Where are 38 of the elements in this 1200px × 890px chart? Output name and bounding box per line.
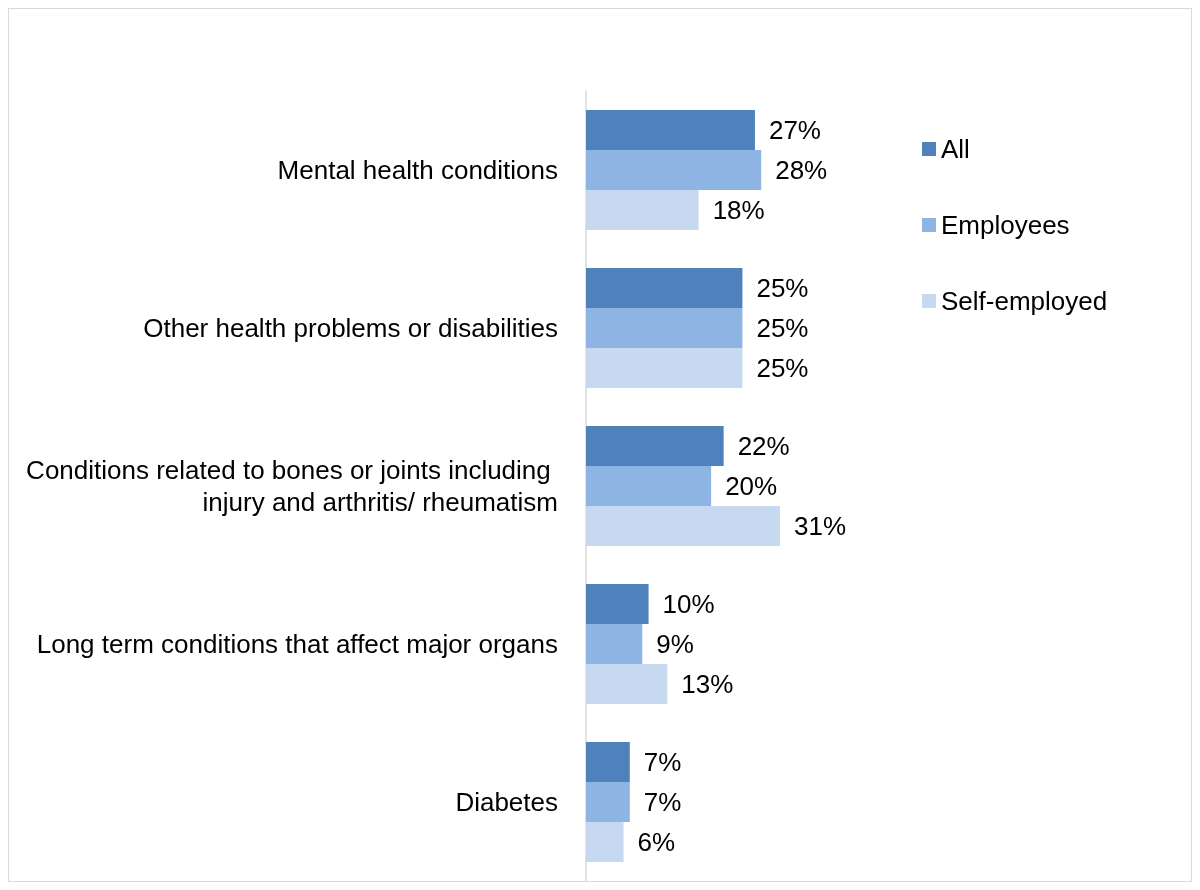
data-label: 25%	[756, 353, 809, 384]
data-label: 27%	[768, 114, 821, 145]
data-label: 10%	[662, 588, 715, 619]
data-label: 25%	[756, 272, 809, 303]
bar	[586, 348, 743, 389]
data-label: 7%	[643, 746, 682, 777]
bar	[586, 583, 649, 624]
bar	[586, 425, 724, 466]
bar	[586, 109, 755, 150]
bar	[586, 741, 630, 782]
y-tick-label: Diabetes	[455, 787, 558, 817]
y-tick-label: Long term conditions that affect major organs	[36, 629, 558, 659]
legend-label: Employees	[941, 210, 1070, 240]
data-label: 6%	[637, 827, 676, 858]
data-label: 13%	[681, 669, 734, 700]
legend-label: Self-employed	[941, 286, 1108, 316]
data-label: 28%	[775, 155, 828, 185]
bar	[586, 465, 712, 507]
bar	[586, 623, 643, 665]
data-label: 31%	[793, 511, 847, 542]
bar	[586, 149, 762, 191]
data-label: 25%	[756, 313, 809, 343]
bar	[586, 822, 624, 863]
y-tick-label: Mental health conditions	[277, 155, 558, 185]
legend-label: All	[941, 134, 970, 164]
bar	[586, 781, 630, 823]
data-label: 9%	[656, 629, 694, 659]
data-label: 22%	[737, 430, 790, 461]
data-label: 20%	[725, 471, 778, 501]
y-tick-label: Conditions related to bones or joints including injury and arthritis/ rheumatism	[26, 455, 558, 517]
bar	[586, 664, 668, 705]
data-label: 18%	[712, 195, 765, 226]
bar	[586, 190, 699, 231]
bar	[586, 267, 743, 308]
bar	[586, 506, 780, 547]
data-label: 7%	[643, 787, 682, 817]
y-tick-label: Other health problems or disabilities	[143, 313, 558, 343]
bar	[586, 307, 743, 349]
